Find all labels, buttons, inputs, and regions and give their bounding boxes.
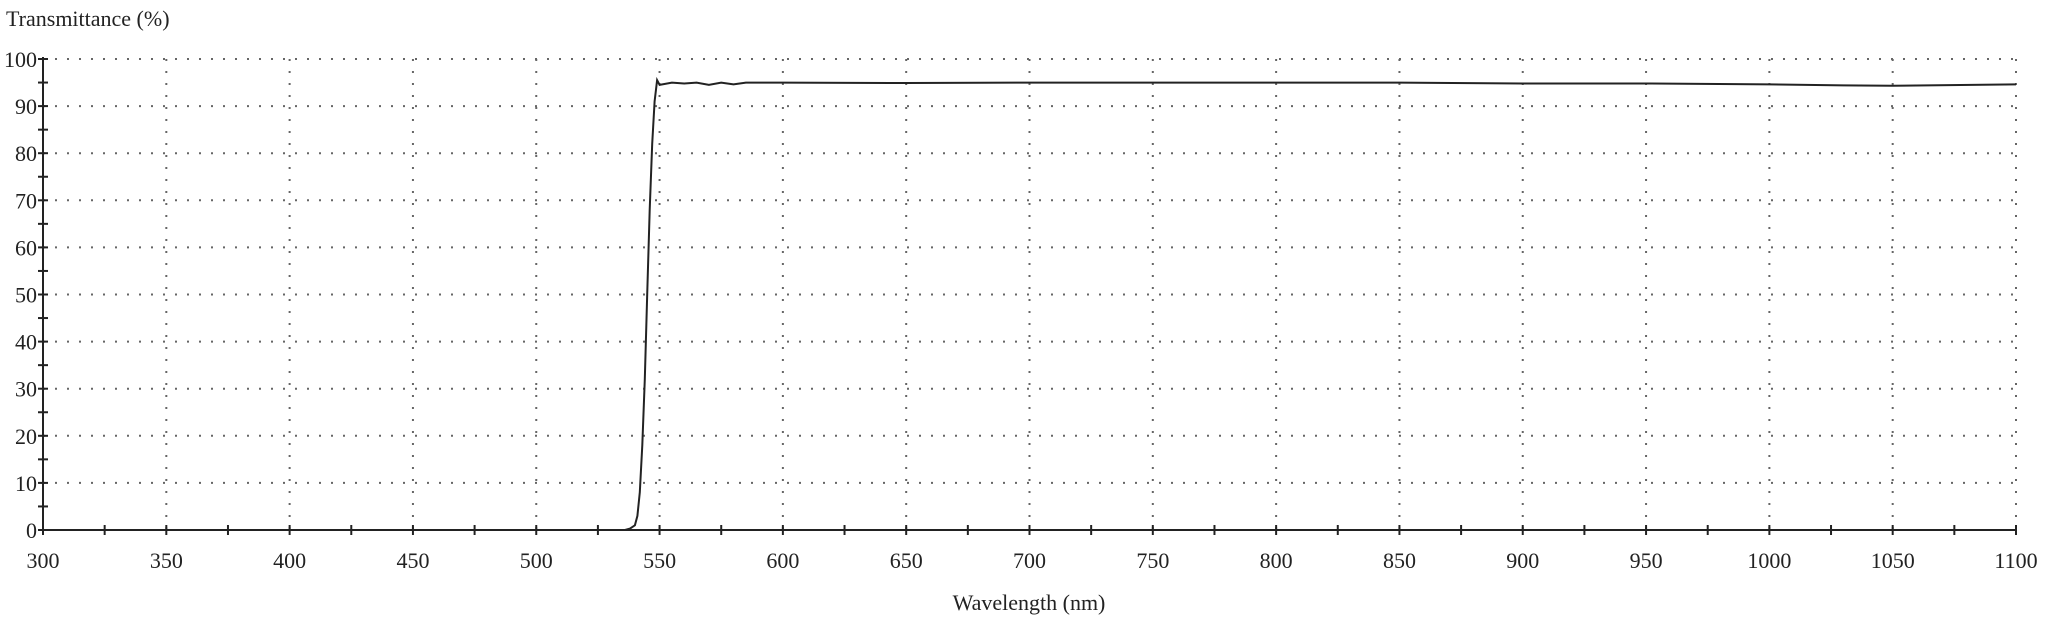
x-tick-label: 1100 [1994, 548, 2037, 573]
y-tick-label: 90 [15, 94, 37, 119]
x-tick-label: 750 [1136, 548, 1169, 573]
x-tick-label: 800 [1260, 548, 1293, 573]
x-tick-label: 1000 [1747, 548, 1791, 573]
y-tick-label: 0 [26, 518, 37, 543]
y-tick-label: 40 [15, 330, 37, 355]
x-axis-label: Wavelength (nm) [953, 590, 1106, 615]
x-tick-label: 300 [27, 548, 60, 573]
y-tick-label: 80 [15, 141, 37, 166]
x-tick-label: 350 [150, 548, 183, 573]
x-tick-label: 550 [643, 548, 676, 573]
x-tick-label: 650 [890, 548, 923, 573]
x-tick-label: 500 [520, 548, 553, 573]
y-axis-label: Transmittance (%) [6, 6, 170, 31]
x-tick-label: 400 [273, 548, 306, 573]
y-tick-label: 30 [15, 377, 37, 402]
x-tick-label: 600 [766, 548, 799, 573]
tick-labels: 300 350 400 450 500 550 600 650 700 750 800 850 900 9… [4, 47, 2038, 573]
y-tick-label: 10 [15, 471, 37, 496]
axes [38, 57, 2017, 535]
y-tick-label: 60 [15, 235, 37, 260]
x-tick-label: 950 [1630, 548, 1663, 573]
x-tick-label: 700 [1013, 548, 1046, 573]
x-tick-label: 1050 [1871, 548, 1915, 573]
y-tick-label: 70 [15, 188, 37, 213]
x-tick-label: 850 [1383, 548, 1416, 573]
x-tick-label: 900 [1506, 548, 1539, 573]
y-tick-label: 50 [15, 283, 37, 308]
y-tick-label: 20 [15, 424, 37, 449]
x-tick-label: 450 [396, 548, 429, 573]
grid [43, 58, 2017, 530]
y-tick-label: 100 [4, 47, 37, 72]
series-line [43, 76, 2017, 531]
